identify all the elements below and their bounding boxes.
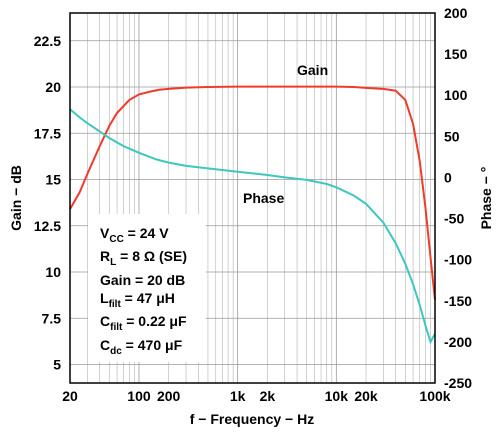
y2-tick-label: -250 bbox=[444, 375, 472, 391]
x-tick-label: 20k bbox=[354, 388, 378, 404]
x-tick-label: 2k bbox=[260, 388, 276, 404]
y-tick-labels: 5 7.5 10 12.5 15 17.5 20 22.5 bbox=[34, 33, 61, 373]
y2-tick-label: 200 bbox=[444, 5, 468, 21]
x-tick-labels: 20 100 200 1k 2k 10k 20k 100k bbox=[62, 388, 451, 404]
x-tick-label: 100k bbox=[419, 388, 450, 404]
plot-frame bbox=[69, 12, 436, 384]
conditions-box: VCC = 24 V RL = 8 Ω (SE) Gain = 20 dB Lf… bbox=[88, 214, 206, 362]
condition-cfilt: Cfilt = 0.22 μF bbox=[100, 313, 187, 333]
phase-series-label: Phase bbox=[243, 190, 284, 206]
gain-line bbox=[69, 85, 436, 300]
y-tick-label: 15 bbox=[45, 172, 61, 188]
y-tick-label: 12.5 bbox=[34, 218, 61, 234]
phase-line bbox=[69, 108, 436, 345]
condition-vcc: VCC = 24 V bbox=[100, 225, 169, 245]
condition-cdc: Cdc = 470 μF bbox=[100, 337, 183, 357]
y2-tick-label: -100 bbox=[444, 252, 472, 268]
minor-grid bbox=[69, 13, 431, 383]
y-tick-label: 22.5 bbox=[34, 33, 61, 49]
condition-gain: Gain = 20 dB bbox=[100, 272, 185, 288]
y2-tick-label: 150 bbox=[444, 46, 468, 62]
x-tick-label: 10k bbox=[325, 388, 349, 404]
y2-tick-label: 0 bbox=[444, 169, 452, 185]
y-tick-label: 5 bbox=[53, 357, 61, 373]
conditions-box-bg bbox=[88, 214, 206, 362]
gain-series-label: Gain bbox=[297, 62, 328, 78]
y2-tick-label: -150 bbox=[444, 293, 472, 309]
y-tick-label: 17.5 bbox=[34, 125, 61, 141]
x-tick-label: 200 bbox=[157, 388, 181, 404]
y2-tick-label: 100 bbox=[444, 87, 468, 103]
condition-rl: RL = 8 Ω (SE) bbox=[100, 248, 187, 268]
y2-tick-labels: -250 -200 -150 -100 -50 0 50 100 150 200 bbox=[444, 5, 472, 391]
y-axis-title: Gain − dB bbox=[8, 165, 24, 231]
y2-tick-label: -50 bbox=[444, 211, 464, 227]
y2-tick-label: -200 bbox=[444, 334, 472, 350]
x-tick-label: 1k bbox=[230, 388, 246, 404]
y-tick-label: 10 bbox=[45, 264, 61, 280]
x-tick-label: 100 bbox=[127, 388, 151, 404]
x-tick-label: 20 bbox=[62, 388, 78, 404]
condition-lfilt: Lfilt = 47 μH bbox=[100, 290, 175, 310]
y2-axis-title: Phase − ° bbox=[478, 167, 494, 230]
series-layer bbox=[69, 85, 436, 345]
x-axis-title: f − Frequency − Hz bbox=[190, 411, 314, 427]
y-tick-label: 20 bbox=[45, 79, 61, 95]
y-tick-label: 7.5 bbox=[42, 310, 62, 326]
y2-tick-label: 50 bbox=[444, 128, 460, 144]
